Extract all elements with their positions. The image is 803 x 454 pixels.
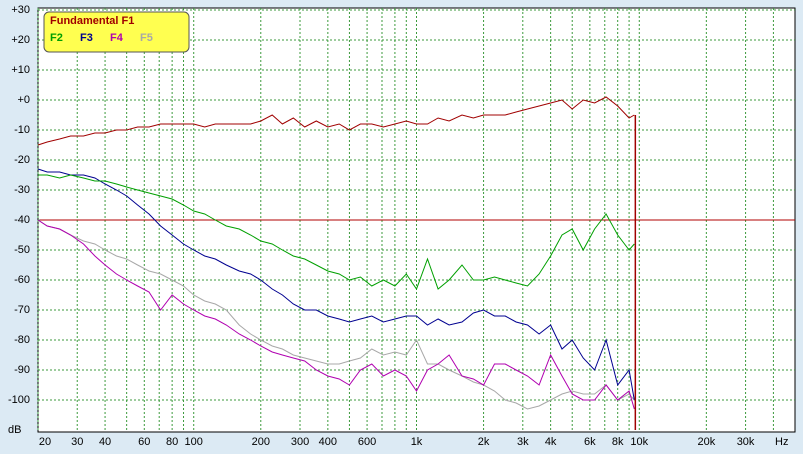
y-tick-label: -60 xyxy=(14,274,30,286)
x-tick-label: 4k xyxy=(545,436,557,448)
x-tick-label: 30 xyxy=(71,436,83,448)
series-line xyxy=(37,96,635,146)
y-tick-label: -80 xyxy=(14,334,30,346)
y-tick-label: -50 xyxy=(14,244,30,256)
x-tick-label: 400 xyxy=(319,436,337,448)
legend-entry: F4 xyxy=(110,32,124,44)
legend-entry: F3 xyxy=(80,32,93,44)
x-tick-label: 300 xyxy=(291,436,309,448)
x-unit: Hz xyxy=(775,436,788,448)
x-tick-label: 200 xyxy=(252,436,270,448)
series-line xyxy=(37,219,635,410)
series-line xyxy=(37,219,635,410)
legend-entry: F2 xyxy=(50,32,63,44)
y-tick-label: -70 xyxy=(14,304,30,316)
x-tick-label: 80 xyxy=(166,436,178,448)
y-tick-label: -30 xyxy=(14,184,30,196)
x-tick-label: 30k xyxy=(737,436,755,448)
x-tick-label: 8k xyxy=(612,436,624,448)
x-tick-label: 40 xyxy=(99,436,111,448)
x-tick-label: 20k xyxy=(697,436,715,448)
legend-entry: F5 xyxy=(140,32,153,44)
y-tick-label: +0 xyxy=(17,94,30,106)
y-tick-label: -20 xyxy=(14,154,30,166)
legend-entry: Fundamental F1 xyxy=(50,15,134,27)
y-tick-label: +20 xyxy=(11,34,30,46)
x-tick-label: 600 xyxy=(358,436,376,448)
x-tick-label: 60 xyxy=(138,436,150,448)
x-tick-label: 3k xyxy=(517,436,529,448)
x-tick-label: 6k xyxy=(584,436,596,448)
x-tick-label: 1k xyxy=(411,436,423,448)
y-unit: dB xyxy=(8,424,21,436)
y-tick-label: -90 xyxy=(14,364,30,376)
series-line xyxy=(38,174,635,291)
x-tick-label: 10k xyxy=(630,436,648,448)
series-line xyxy=(37,168,635,401)
y-tick-label: -100 xyxy=(8,394,30,406)
y-tick-label: -10 xyxy=(14,124,30,136)
y-tick-label: +30 xyxy=(11,4,30,16)
x-tick-label: 20 xyxy=(39,436,51,448)
y-tick-label: +10 xyxy=(11,64,30,76)
x-tick-label: 100 xyxy=(185,436,203,448)
y-tick-label: -40 xyxy=(14,214,30,226)
x-tick-label: 2k xyxy=(478,436,490,448)
legend-box xyxy=(43,11,190,53)
